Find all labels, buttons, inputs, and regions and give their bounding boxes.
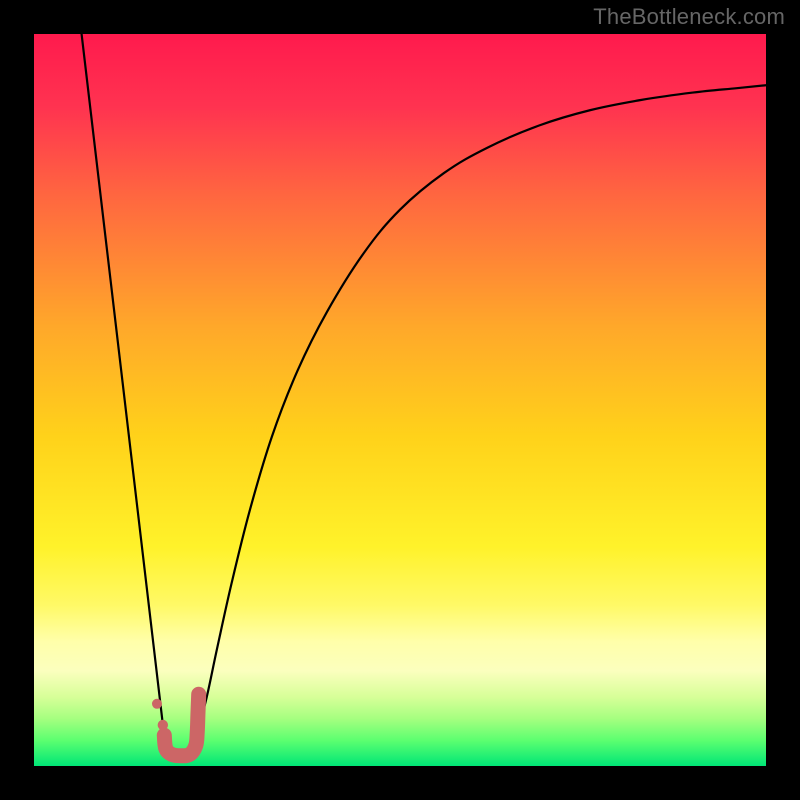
chart-container: TheBottleneck.com — [0, 0, 800, 800]
plot-area — [34, 34, 766, 766]
chart-curves — [34, 34, 766, 766]
watermark-text: TheBottleneck.com — [593, 4, 785, 30]
